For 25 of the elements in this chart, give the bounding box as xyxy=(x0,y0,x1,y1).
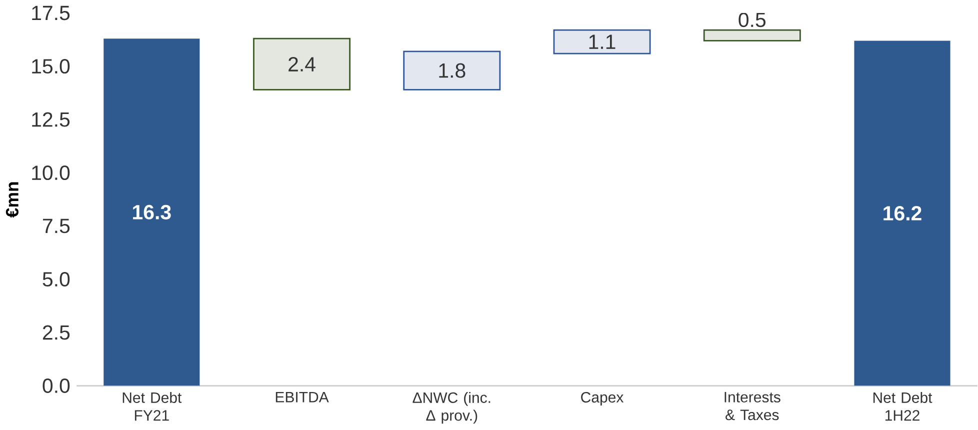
bar xyxy=(253,38,350,91)
y-tick-label: 0.0 xyxy=(42,378,70,394)
bar xyxy=(104,38,200,386)
x-tick-label: Interests & Taxes xyxy=(724,392,780,420)
y-tick-label: 10.0 xyxy=(32,166,70,180)
data-label: 2.4 xyxy=(288,57,316,72)
x-tick-label: ΔNWC (inc. Δ prov.) xyxy=(412,392,490,424)
data-label: 1.1 xyxy=(589,34,616,50)
x-tick-label: EBITDA xyxy=(276,392,329,402)
y-tick-label: 7.5 xyxy=(43,219,70,234)
y-tick-label: 17.5 xyxy=(32,6,70,20)
y-axis-title: €mn xyxy=(6,182,18,218)
data-label: 1.8 xyxy=(439,64,466,78)
bar xyxy=(703,30,801,42)
y-tick-label: 5.0 xyxy=(42,272,70,287)
x-tick-label: Capex xyxy=(581,392,624,406)
y-tick-label: 12.5 xyxy=(32,112,70,127)
bar xyxy=(854,40,950,386)
data-label: 0.5 xyxy=(738,12,766,28)
data-label: 16.2 xyxy=(884,206,922,221)
x-tick-label: Net Debt FY21 xyxy=(122,392,182,421)
x-tick-label: Net Debt 1H22 xyxy=(873,392,932,421)
data-label: 16.3 xyxy=(133,205,171,220)
y-tick-label: 15.0 xyxy=(32,59,70,74)
y-tick-label: 2.5 xyxy=(42,325,70,340)
